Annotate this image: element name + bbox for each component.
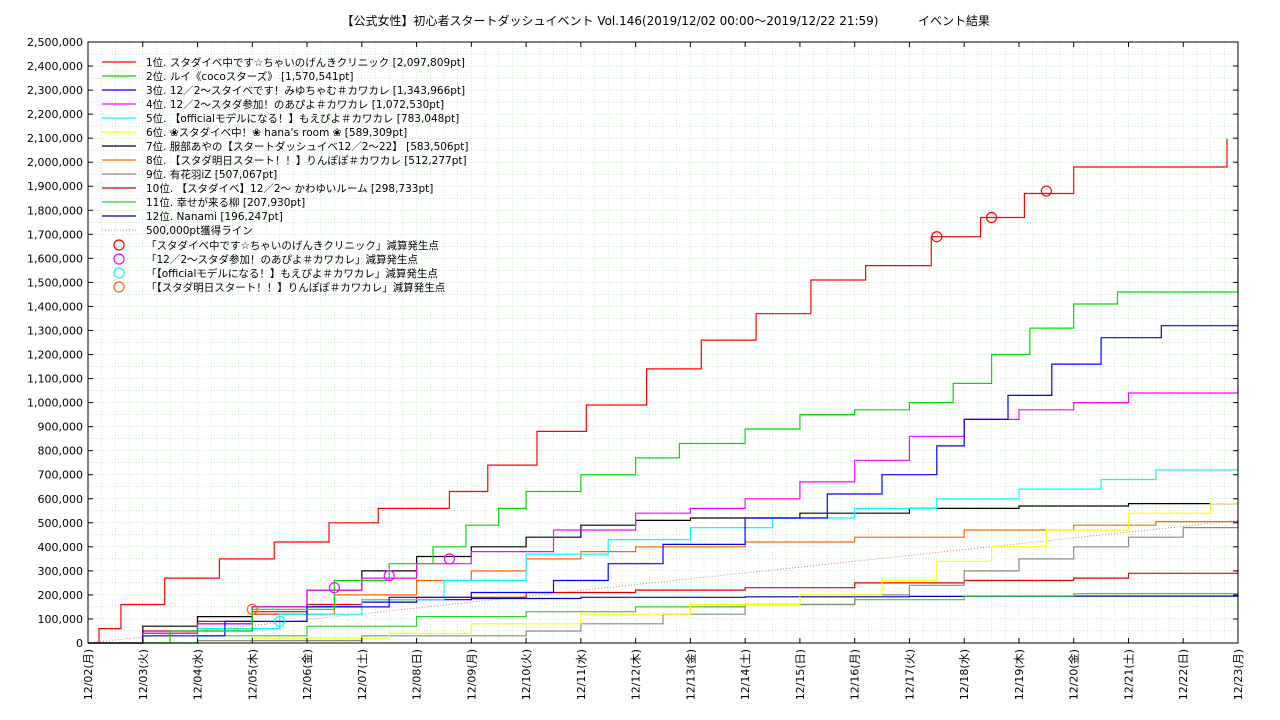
x-tick-label: 12/19(木) [1013, 649, 1026, 700]
legend-label-6: 6位. ❀スタダイベ中！❀ hana's room ❀ [589,309pt] [146, 126, 407, 139]
y-tick-label: 0 [76, 637, 83, 650]
marker-point-1 [1040, 185, 1052, 197]
x-axis: 12/02(月) 12/03(火) 12/04(水) 12/05(木) 12/06(金)… [82, 42, 1245, 700]
y-tick-label: 1,300,000 [27, 324, 83, 337]
y-tick-label: 1,700,000 [27, 228, 83, 241]
legend-marker-3 [113, 267, 125, 279]
x-tick-label: 12/18(水) [958, 649, 971, 700]
legend-label-2: 2位. ルイ《cocoスターズ》 [1,570,541pt] [146, 70, 353, 83]
marker-point-3 [274, 615, 286, 627]
x-tick-label: 12/05(木) [246, 649, 259, 700]
x-tick-label: 12/22(日) [1177, 649, 1190, 700]
x-tick-label: 12/23(月) [1232, 649, 1245, 700]
y-tick-label: 200,000 [38, 589, 84, 602]
series-line-11 [88, 593, 1239, 644]
y-tick-label: 1,100,000 [27, 373, 83, 386]
y-tick-label: 500,000 [38, 517, 84, 530]
x-tick-label: 12/09(月) [465, 649, 478, 700]
y-tick-label: 1,900,000 [27, 180, 83, 193]
marker-point-2 [328, 582, 341, 594]
marker-point-1 [985, 211, 998, 224]
marker-point-1 [931, 231, 943, 243]
legend-label-1: 1位. スタダイベ中です☆ちゃいのげんきクリニック [2,097,809pt] [146, 56, 465, 69]
y-tick-label: 1,000,000 [27, 397, 83, 410]
y-tick-label: 2,400,000 [27, 60, 83, 73]
y-tick-label: 600,000 [38, 493, 84, 506]
legend-label-8: 8位. 【スタダ明日スタート！！】りんぽぽ＃カワカレ [512,277pt] [146, 154, 467, 167]
legend-label-4: 4位. 12／2〜スタダ参加！のあぴよ＃カワカレ [1,072,530pt] [146, 98, 444, 111]
series-line-5 [88, 454, 1239, 644]
legend: 1位. スタダイベ中です☆ちゃいのげんきクリニック [2,097,809pt]2… [102, 56, 469, 294]
series-line-1 [88, 138, 1228, 644]
plot-frame [87, 41, 1239, 644]
x-tick-label: 12/15(日) [794, 649, 807, 700]
legend-marker-label-1: 「スタダイベ中です☆ちゃいのげんきクリニック」減算発生点 [146, 239, 439, 252]
chart-title: 【公式女性】初心者スタートダッシュイベント Vol.146(2019/12/02… [342, 13, 879, 28]
grid [87, 41, 1239, 644]
legend-marker-label-3: 「【officialモデルになる！】もえぴよ＃カワカレ」減算発生点 [146, 267, 438, 280]
x-tick-label: 12/08(日) [411, 649, 424, 700]
marker-point-4 [246, 603, 258, 615]
series-line-6 [88, 501, 1239, 644]
legend-label-reference: 500,000pt獲得ライン [146, 224, 253, 237]
y-tick-label: 2,100,000 [27, 132, 83, 145]
marker-point-2 [443, 553, 456, 565]
legend-label-12: 12位. Nanami [196,247pt] [146, 210, 283, 223]
marker-point-2 [383, 570, 395, 582]
y-tick-label: 700,000 [38, 469, 84, 482]
y-tick-label: 800,000 [38, 445, 84, 458]
x-tick-label: 12/11(水) [575, 649, 588, 700]
legend-marker-label-4: 「【スタダ明日スタート！！】りんぽぽ＃カワカレ」減算発生点 [146, 281, 445, 294]
y-tick-label: 2,300,000 [27, 84, 83, 97]
legend-marker-label-2: 「12／2〜スタダ参加！のあぴよ＃カワカレ」減算発生点 [146, 253, 418, 266]
legend-marker-1 [113, 239, 125, 251]
y-tick-label: 1,600,000 [27, 252, 83, 265]
x-tick-label: 12/13(金) [683, 649, 697, 700]
legend-label-7: 7位. 服部あやの【スタートダッシュイベ12／2〜22】 [583,506pt] [146, 140, 469, 153]
y-tick-label: 100,000 [38, 613, 84, 626]
y-tick-label: 2,200,000 [27, 108, 83, 121]
x-tick-label: 12/20(金) [1067, 649, 1081, 700]
x-tick-label: 12/06(金) [300, 649, 314, 700]
legend-marker-2 [113, 253, 125, 265]
y-tick-label: 2,500,000 [27, 36, 83, 49]
legend-label-10: 10位. 【スタダイベ】12／2〜 かわゆいルーム [298,733pt] [146, 182, 433, 195]
legend-label-5: 5位. 【officialモデルになる！】もえぴよ＃カワカレ [783,048p… [146, 112, 459, 125]
x-tick-label: 12/03(火) [137, 649, 150, 700]
x-tick-label: 12/12(木) [630, 649, 643, 700]
y-tick-label: 900,000 [38, 421, 84, 434]
legend-label-9: 9位. 有花羽iZ [507,067pt] [146, 168, 277, 181]
x-tick-label: 12/14(土) [739, 649, 752, 700]
x-tick-label: 12/16(月) [849, 649, 862, 700]
y-tick-label: 400,000 [38, 541, 84, 554]
y-tick-label: 1,500,000 [27, 276, 83, 289]
x-tick-label: 12/17(火) [903, 649, 916, 700]
y-tick-label: 2,000,000 [27, 156, 83, 169]
y-tick-label: 1,800,000 [27, 204, 83, 217]
series-line-4 [88, 385, 1239, 644]
chart-subtitle: イベント結果 [918, 14, 990, 28]
y-tick-label: 1,200,000 [27, 349, 83, 362]
y-axis: 0 100,000 200,000 300,000 400,000 500,000 600,… [27, 36, 1238, 650]
legend-marker-4 [113, 281, 125, 293]
series-lines [88, 138, 1239, 644]
x-tick-label: 12/04(水) [192, 649, 205, 700]
legend-label-11: 11位. 幸せが来る柳 [207,930pt] [146, 196, 305, 209]
marker-points [246, 185, 1052, 627]
y-tick-label: 300,000 [38, 565, 84, 578]
series-line-3 [88, 319, 1239, 644]
x-tick-label: 12/02(月) [82, 649, 95, 700]
x-tick-label: 12/07(土) [356, 649, 369, 700]
legend-label-3: 3位. 12／2〜スタイベです！みゆちゃむ＃カワカレ [1,343,966pt] [146, 84, 465, 97]
x-tick-label: 12/21(土) [1122, 649, 1135, 700]
y-tick-label: 1,400,000 [27, 300, 83, 313]
x-tick-label: 12/10(火) [520, 649, 533, 700]
